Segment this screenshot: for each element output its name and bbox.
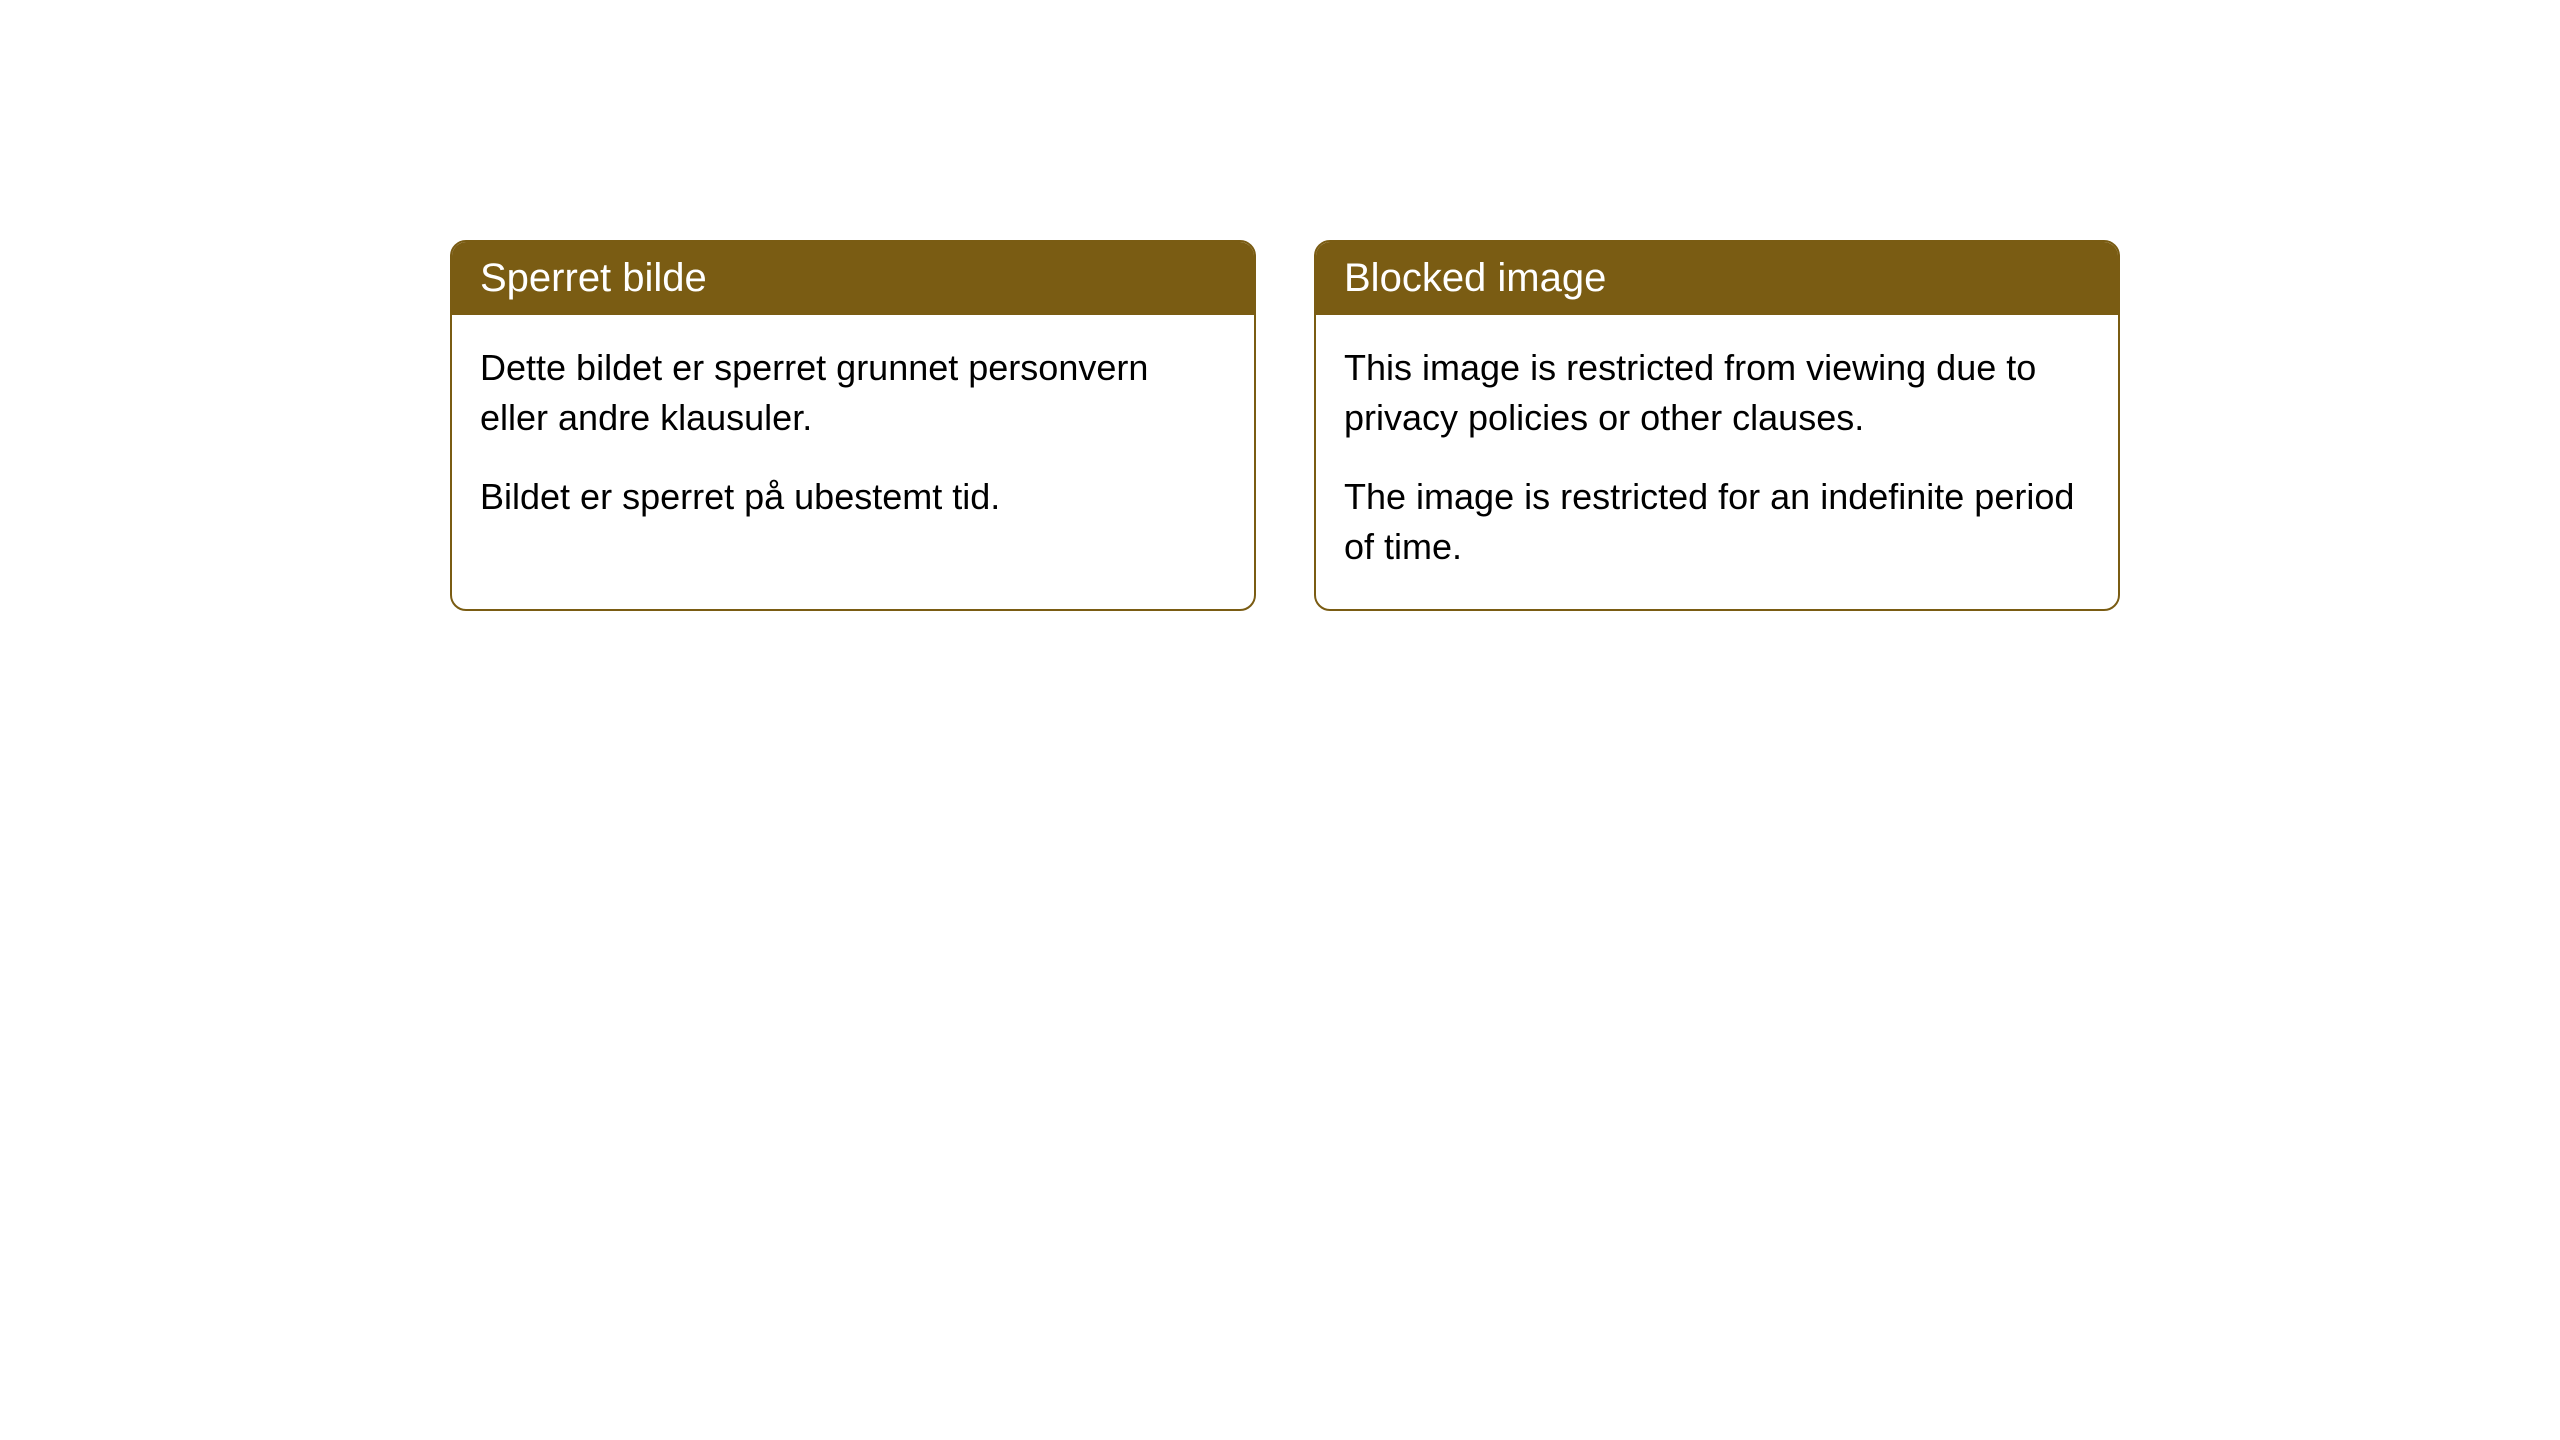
card-body: This image is restricted from viewing du…: [1316, 315, 2118, 609]
card-body: Dette bildet er sperret grunnet personve…: [452, 315, 1254, 558]
card-header: Blocked image: [1316, 242, 2118, 315]
blocked-image-card-norwegian: Sperret bilde Dette bildet er sperret gr…: [450, 240, 1256, 611]
card-paragraph: Dette bildet er sperret grunnet personve…: [480, 343, 1226, 444]
card-title: Blocked image: [1344, 256, 1606, 300]
card-paragraph: Bildet er sperret på ubestemt tid.: [480, 472, 1226, 522]
blocked-image-card-english: Blocked image This image is restricted f…: [1314, 240, 2120, 611]
cards-container: Sperret bilde Dette bildet er sperret gr…: [450, 240, 2560, 611]
card-paragraph: The image is restricted for an indefinit…: [1344, 472, 2090, 573]
card-header: Sperret bilde: [452, 242, 1254, 315]
card-paragraph: This image is restricted from viewing du…: [1344, 343, 2090, 444]
card-title: Sperret bilde: [480, 256, 707, 300]
